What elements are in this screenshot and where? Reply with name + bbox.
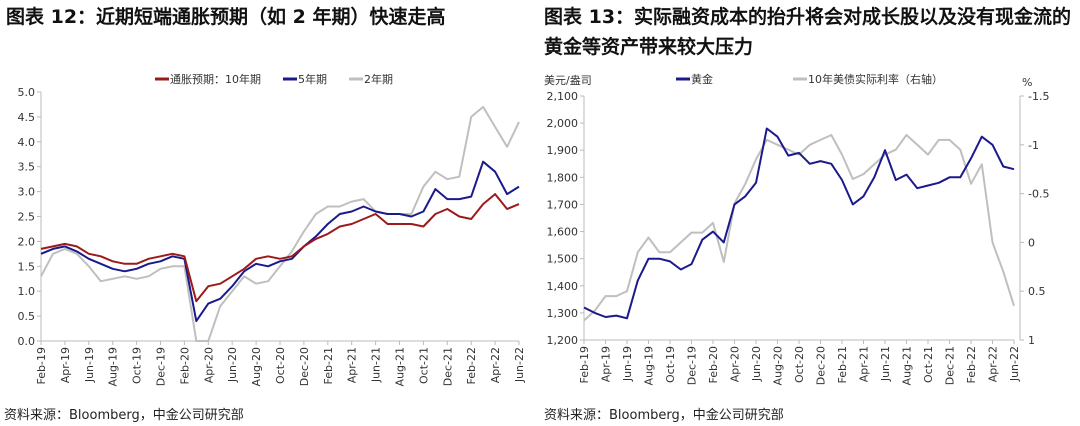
y-tick-label: 4.0 — [18, 136, 36, 149]
legend-label: 通胀预期：10年期 — [170, 72, 261, 86]
y-tick-label: 3.0 — [18, 186, 36, 199]
x-tick-label: Aug-20 — [250, 347, 263, 386]
y-tick-label: 1,200 — [547, 334, 579, 347]
x-tick-label: Jun-20 — [750, 346, 763, 382]
y-tick-label: 1,900 — [547, 144, 579, 157]
x-tick-label: Apr-19 — [59, 347, 72, 383]
x-tick-label: Feb-22 — [965, 346, 978, 383]
x-tick-label: Aug-19 — [643, 346, 656, 385]
x-tick-label: Apr-22 — [987, 346, 1000, 382]
y-tick-label: 5.0 — [18, 86, 36, 99]
x-tick-label: Jun-20 — [226, 347, 239, 383]
x-tick-label: Dec-20 — [815, 346, 828, 385]
x-tick-label: Jun-19 — [83, 347, 96, 383]
x-tick-label: Aug-20 — [772, 346, 785, 385]
series-line — [583, 127, 1015, 320]
right-chart-title: 图表 13：实际融资成本的抬升将会对成长股以及没有现金流的黄金等资产带来较大压力 — [544, 6, 1072, 58]
y-axis-label: 美元/盎司 — [544, 73, 592, 87]
x-tick-label: Feb-21 — [322, 347, 335, 384]
x-tick-label: Oct-21 — [417, 347, 430, 384]
series-line — [40, 160, 520, 323]
x-tick-label: Dec-19 — [155, 347, 168, 386]
x-tick-label: Feb-22 — [465, 347, 478, 384]
y-tick-label: 1,400 — [547, 280, 579, 293]
left-chart-title: 图表 12：近期短端通胀预期（如 2 年期）快速走高 — [6, 6, 446, 28]
x-tick-label: Oct-19 — [131, 347, 144, 384]
x-tick-label: Oct-20 — [793, 346, 806, 383]
y2-tick-label: -1 — [1028, 139, 1039, 152]
left-source-note: 资料来源：Bloomberg，中金公司研究部 — [4, 408, 244, 423]
legend-label: 2年期 — [364, 72, 393, 86]
x-tick-label: Apr-22 — [489, 347, 502, 383]
right-source-note: 资料来源：Bloomberg，中金公司研究部 — [544, 408, 784, 423]
y-tick-label: 1,600 — [547, 226, 579, 239]
y-tick-label: 1,300 — [547, 307, 579, 320]
x-tick-label: Aug-19 — [107, 347, 120, 386]
x-tick-label: Aug-21 — [394, 347, 407, 386]
x-tick-label: Dec-21 — [441, 347, 454, 386]
series-line — [40, 193, 520, 303]
x-tick-label: Dec-20 — [298, 347, 311, 386]
y-tick-label: 1.0 — [18, 285, 36, 298]
x-tick-label: Apr-21 — [858, 346, 871, 382]
y-tick-label: 4.5 — [18, 111, 36, 124]
legend-label: 5年期 — [298, 72, 327, 86]
x-tick-label: Apr-20 — [202, 347, 215, 383]
x-tick-label: Feb-19 — [578, 346, 591, 383]
x-tick-label: Feb-20 — [707, 346, 720, 383]
x-tick-label: Aug-21 — [901, 346, 914, 385]
y-tick-label: 1,500 — [547, 253, 579, 266]
y2-tick-label: -0.5 — [1028, 188, 1049, 201]
x-tick-label: Dec-19 — [686, 346, 699, 385]
y2-tick-label: 1 — [1028, 334, 1035, 347]
y-tick-label: 2,000 — [547, 117, 579, 130]
legend-label: 10年美债实际利率（右轴） — [808, 72, 943, 86]
x-tick-label: Oct-20 — [274, 347, 287, 384]
x-tick-label: Apr-21 — [346, 347, 359, 383]
x-tick-label: Dec-21 — [944, 346, 957, 385]
y-tick-label: 0.0 — [18, 335, 36, 348]
y-tick-label: 1.5 — [18, 260, 36, 273]
legend-label: 黄金 — [691, 72, 713, 86]
series-line — [583, 134, 1015, 322]
x-tick-label: Jun-21 — [879, 346, 892, 382]
x-tick-label: Feb-21 — [836, 346, 849, 383]
y2-tick-label: 0.5 — [1028, 285, 1046, 298]
y-tick-label: 2,100 — [547, 90, 579, 103]
x-tick-label: Jun-19 — [621, 346, 634, 382]
y2-axis-label: % — [1022, 76, 1032, 89]
y-tick-label: 2.5 — [18, 211, 36, 224]
x-tick-label: Oct-19 — [664, 346, 677, 383]
x-tick-label: Apr-20 — [729, 346, 742, 382]
y-tick-label: 3.5 — [18, 161, 36, 174]
series-line — [40, 105, 520, 342]
y-tick-label: 0.5 — [18, 310, 36, 323]
x-tick-label: Feb-19 — [35, 347, 48, 384]
y-tick-label: 1,800 — [547, 171, 579, 184]
x-tick-label: Jun-22 — [1008, 346, 1021, 382]
y-tick-label: 1,700 — [547, 198, 579, 211]
x-tick-label: Jun-22 — [513, 347, 526, 383]
x-tick-label: Apr-19 — [600, 346, 613, 382]
y2-tick-label: -1.5 — [1028, 90, 1049, 103]
x-tick-label: Feb-20 — [178, 347, 191, 384]
x-tick-label: Oct-21 — [922, 346, 935, 383]
x-tick-label: Jun-21 — [370, 347, 383, 383]
y2-tick-label: 0 — [1028, 236, 1035, 249]
y-tick-label: 2.0 — [18, 235, 36, 248]
